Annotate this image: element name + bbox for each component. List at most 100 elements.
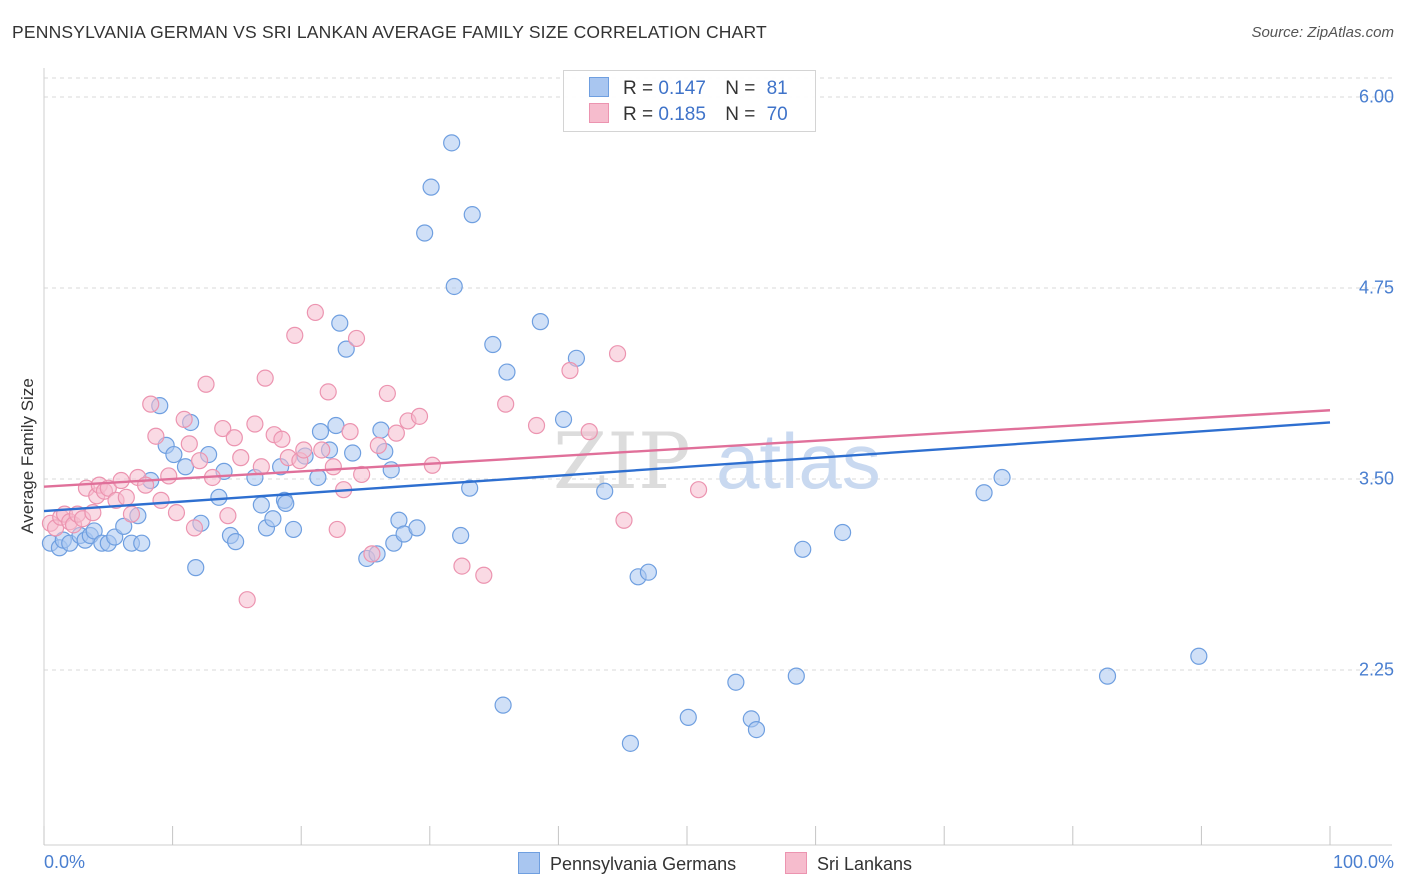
point-pink	[497, 395, 515, 413]
chart-title: PENNSYLVANIA GERMAN VS SRI LANKAN AVERAG…	[12, 22, 767, 42]
point-blue	[834, 523, 852, 542]
point-blue	[621, 734, 640, 752]
legend-swatch-blue	[589, 77, 609, 97]
point-pink	[580, 423, 598, 441]
point-pink	[608, 345, 627, 363]
point-pink	[122, 505, 141, 523]
point-pink	[219, 507, 237, 525]
point-pink	[328, 520, 346, 539]
y-tick-4-75: 4.75	[1358, 277, 1394, 298]
point-blue	[337, 340, 355, 358]
watermark-zip: ZIP	[553, 417, 691, 507]
point-pink	[197, 375, 215, 393]
point-pink	[180, 435, 198, 453]
point-blue	[794, 540, 812, 558]
point-blue	[461, 479, 479, 497]
point-pink	[306, 303, 324, 322]
point-pink	[363, 545, 381, 563]
trend-lines	[43, 409, 1331, 513]
point-pink	[378, 384, 396, 403]
gridlines	[44, 77, 1392, 671]
point-pink	[313, 441, 331, 459]
y-tick-3-50: 3.50	[1358, 468, 1394, 489]
point-pink	[232, 449, 250, 467]
legend-r-label: R =	[623, 104, 654, 125]
point-pink	[423, 456, 441, 474]
point-pink	[246, 415, 264, 433]
point-blue	[1190, 647, 1208, 665]
legend-r-value: 0.185	[658, 104, 706, 125]
point-pink	[142, 395, 160, 413]
legend-row-pennsylvania-germans: R = 0.147 N = 81	[589, 77, 788, 99]
point-pink	[238, 591, 256, 609]
legend: R = 0.147 N = 81 R = 0.185 N = 70	[563, 70, 816, 132]
point-pink	[185, 519, 204, 537]
point-blue	[531, 313, 549, 331]
point-blue	[463, 206, 481, 224]
point-blue	[165, 445, 183, 464]
point-pink	[615, 511, 633, 529]
point-blue	[639, 563, 658, 581]
point-pink	[295, 441, 313, 459]
point-pink	[286, 326, 304, 344]
point-pink	[324, 458, 342, 476]
y-tick-6-00: 6.00	[1358, 86, 1394, 107]
point-pink	[273, 430, 291, 448]
point-blue	[372, 421, 390, 439]
point-pink	[152, 491, 170, 509]
point-blue	[227, 533, 245, 551]
point-blue	[679, 708, 697, 726]
point-blue	[422, 178, 440, 196]
x-tick-max: 100.0%	[1332, 852, 1394, 872]
point-pink	[561, 361, 579, 380]
point-blue	[484, 335, 502, 354]
point-blue	[494, 696, 512, 714]
point-pink	[117, 488, 135, 506]
axes	[43, 68, 1392, 846]
point-blue	[284, 520, 303, 539]
bottom-legend-label: Sri Lankans	[817, 854, 913, 874]
point-blue	[85, 522, 103, 540]
point-blue	[344, 444, 362, 462]
bottom-legend-pennsylvania-germans: Pennsylvania Germans	[518, 852, 736, 875]
legend-swatch-pink	[589, 103, 609, 123]
x-tick-min: 0.0%	[44, 852, 86, 872]
point-blue	[264, 510, 282, 528]
point-pink	[453, 557, 471, 575]
point-pink	[175, 410, 193, 429]
point-pink	[160, 467, 178, 485]
point-blue	[277, 494, 295, 513]
point-blue	[747, 720, 766, 739]
watermark-atlas: atlas	[716, 417, 881, 505]
point-blue	[408, 519, 426, 537]
point-blue	[187, 559, 205, 577]
point-pink	[410, 407, 429, 425]
point-pink	[214, 419, 232, 438]
point-pink	[191, 452, 209, 470]
data-points	[41, 134, 1208, 752]
point-pink	[256, 369, 274, 387]
y-tick-2-25: 2.25	[1358, 659, 1394, 680]
point-blue	[498, 363, 516, 381]
legend-n-value: 81	[766, 78, 788, 99]
source-label: Source: ZipAtlas.com	[1251, 24, 1394, 41]
point-blue	[993, 468, 1011, 487]
legend-n-value: 70	[766, 104, 788, 125]
point-pink	[475, 566, 493, 584]
point-blue	[311, 423, 330, 441]
point-blue	[115, 517, 133, 535]
point-pink	[369, 436, 387, 454]
trend-line-pink	[43, 409, 1331, 488]
legend-n-label: N =	[725, 104, 756, 125]
bottom-legend-label: Pennsylvania Germans	[550, 854, 737, 874]
point-blue	[554, 410, 573, 429]
bottom-legend-swatch-pink	[785, 852, 807, 874]
point-blue	[443, 134, 461, 152]
point-pink	[387, 424, 405, 442]
legend-row-sri-lankans: R = 0.185 N = 70	[589, 103, 788, 125]
point-pink	[167, 504, 186, 522]
point-blue	[596, 482, 614, 500]
point-blue	[727, 673, 745, 691]
point-blue	[210, 488, 228, 506]
